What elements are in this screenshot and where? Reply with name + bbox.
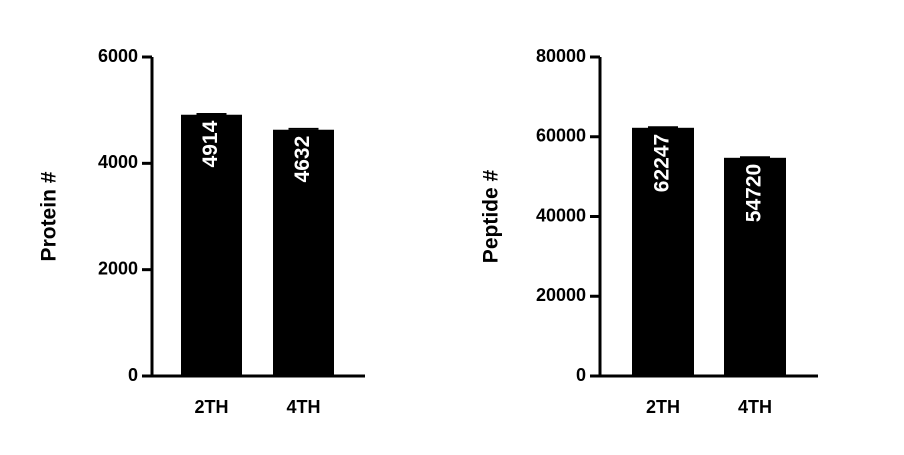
y-tick-label: 0: [128, 365, 138, 385]
bar: [181, 114, 242, 376]
value-label: 4914: [199, 120, 222, 167]
y-tick-label: 20000: [536, 285, 586, 305]
y-tick-label: 2000: [98, 258, 138, 278]
y-axis-label: Protein #: [38, 171, 61, 261]
y-tick-label: 40000: [536, 205, 586, 225]
y-tick-label: 6000: [98, 46, 138, 66]
value-label: 4632: [291, 136, 314, 183]
y-tick-label: 0: [576, 365, 586, 385]
bar: [724, 157, 786, 376]
y-tick-label: 4000: [98, 152, 138, 172]
y-tick-label: 80000: [536, 46, 586, 66]
x-tick-label: 2TH: [194, 397, 228, 417]
x-tick-label: 2TH: [646, 397, 680, 417]
value-label: 62247: [651, 134, 674, 192]
y-axis-label: Peptide #: [480, 170, 503, 264]
x-tick-label: 4TH: [286, 397, 320, 417]
y-tick-label: 60000: [536, 126, 586, 146]
value-label: 54720: [743, 164, 766, 222]
bar: [632, 127, 694, 376]
bar: [273, 129, 334, 376]
x-tick-label: 4TH: [738, 397, 772, 417]
